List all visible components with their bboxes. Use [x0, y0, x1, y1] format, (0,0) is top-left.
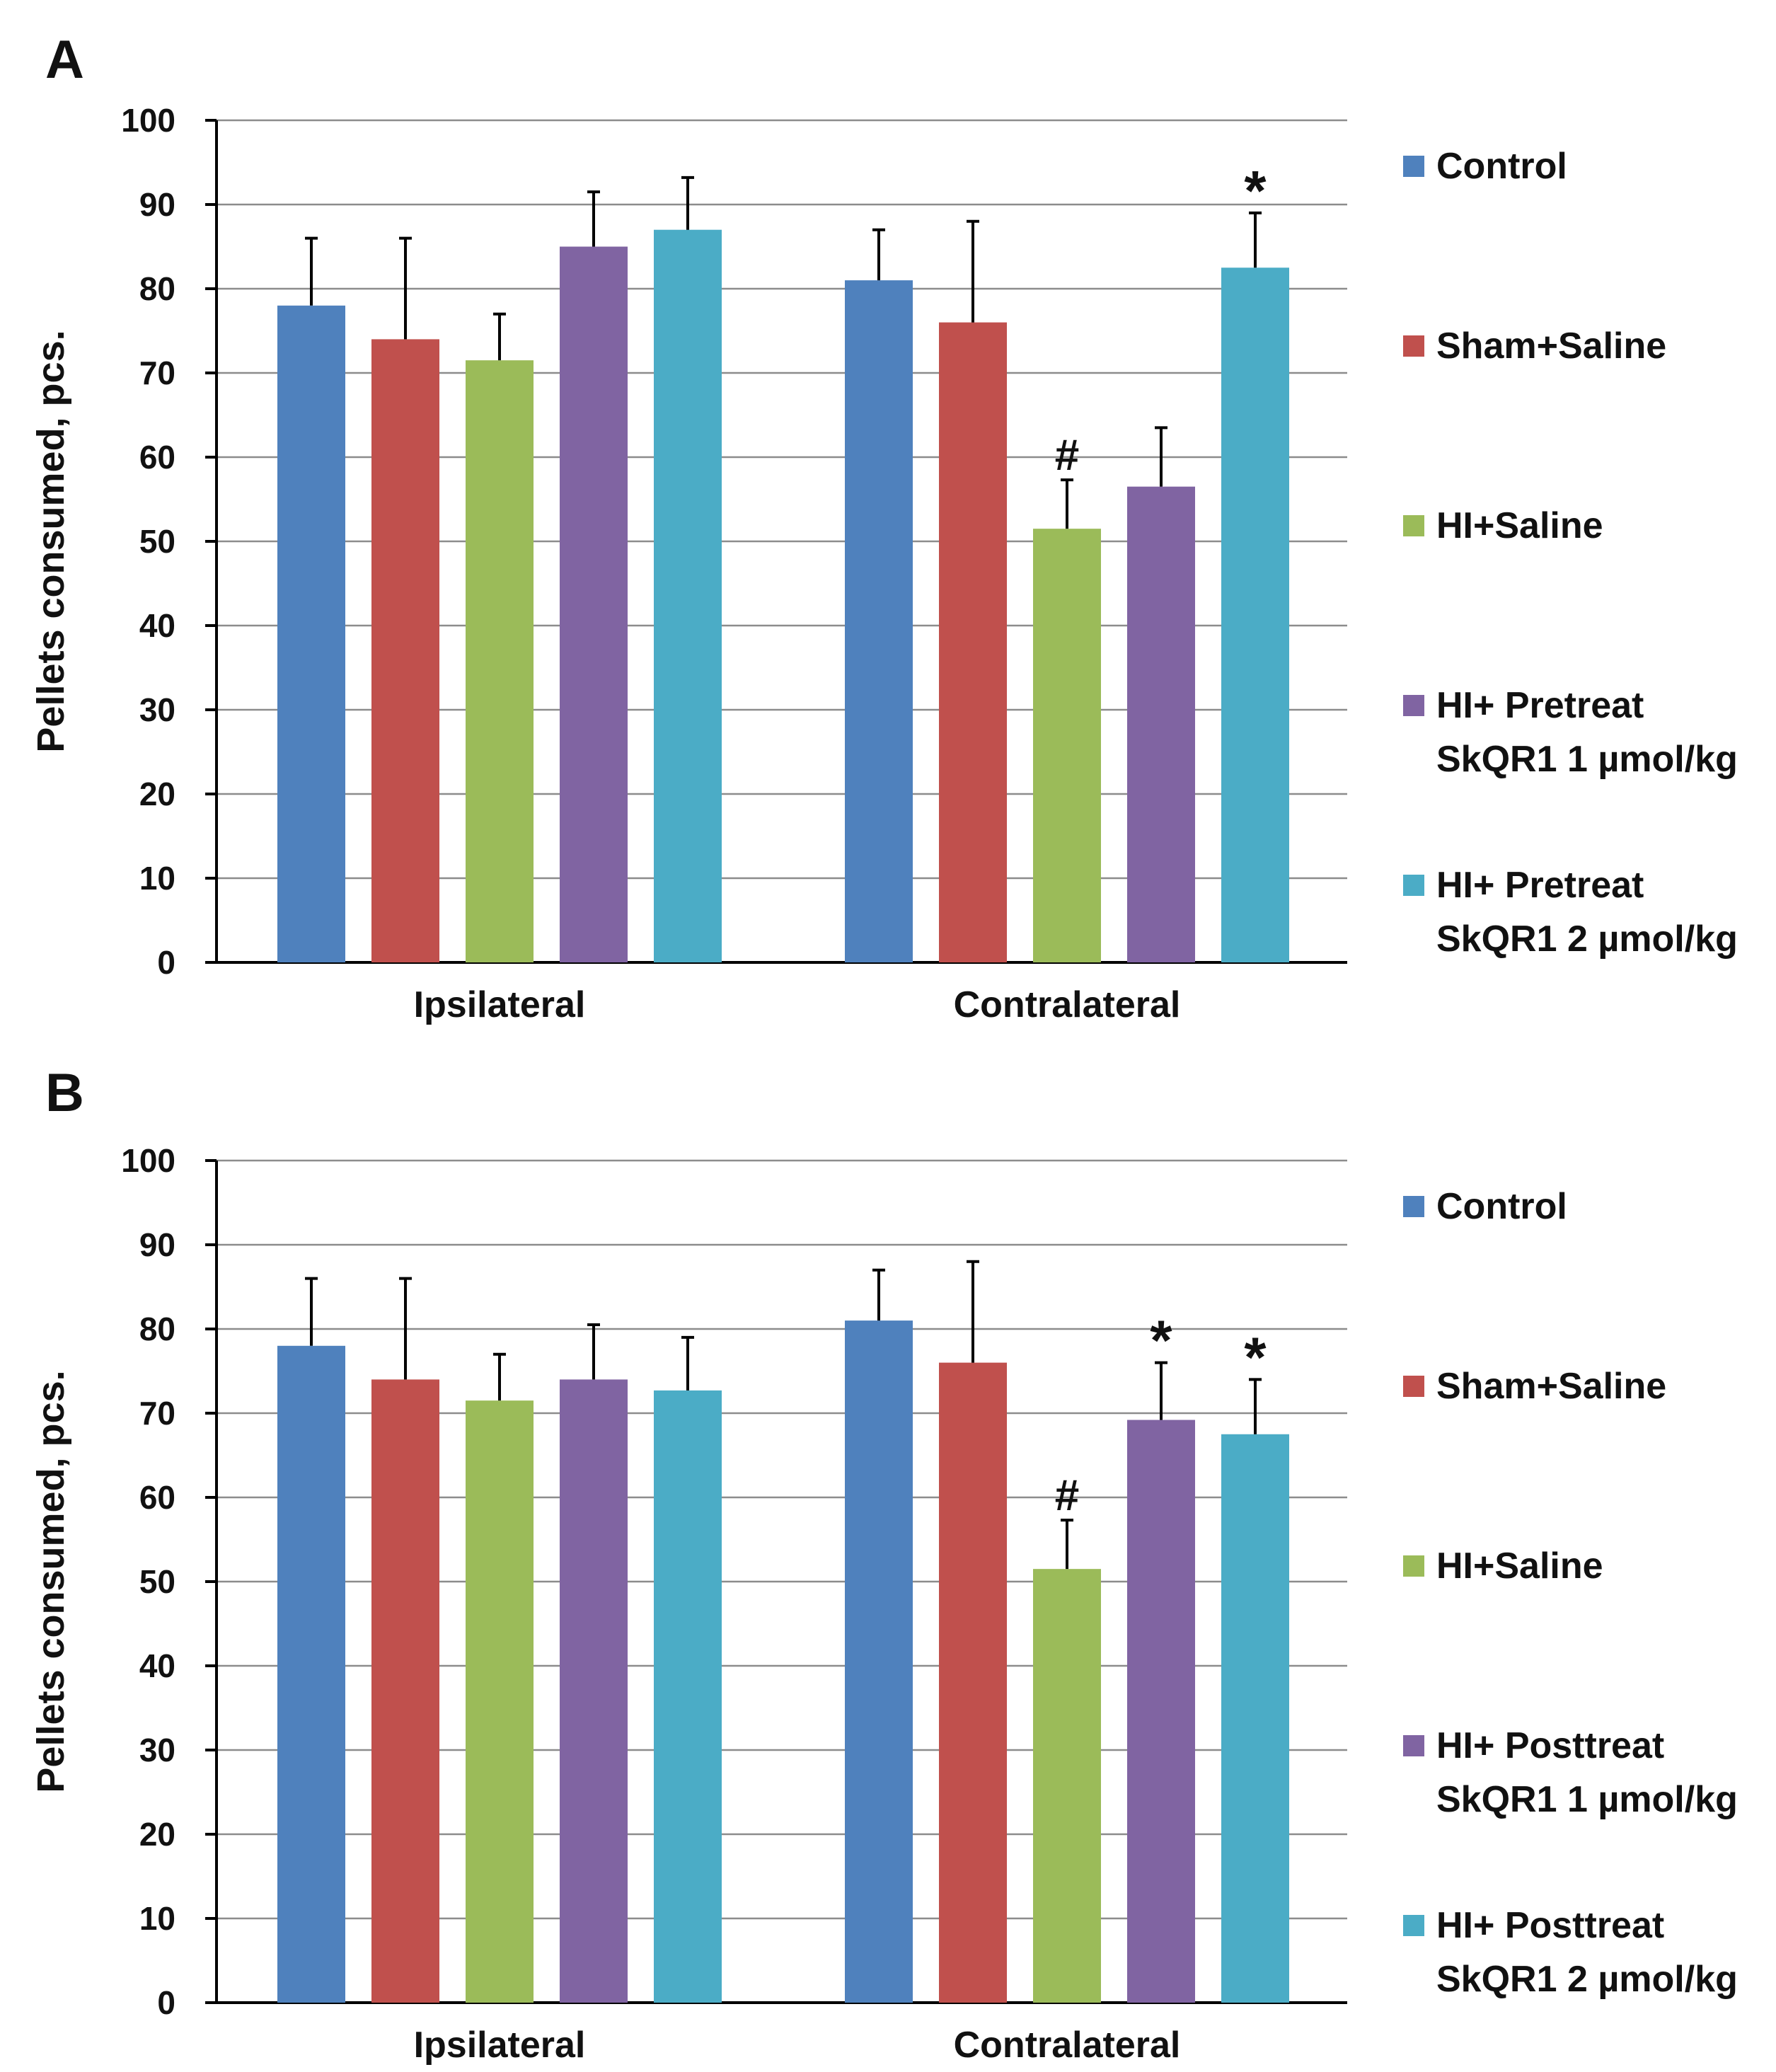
y-tick-label: 60: [139, 439, 175, 476]
x-category-label: Contralateral: [954, 984, 1181, 1025]
legend-swatch: [1403, 1915, 1424, 1936]
y-tick-label: 90: [139, 1226, 175, 1263]
legend-label: HI+Saline: [1436, 505, 1603, 546]
y-axis-label: Pellets consumed, pcs.: [30, 1370, 72, 1792]
bar: [560, 246, 628, 962]
legend-swatch: [1403, 335, 1424, 357]
legend-label: SkQR1 2 µmol/kg: [1436, 919, 1738, 960]
bar: [1033, 529, 1101, 962]
legend-label: HI+ Posttreat: [1436, 1725, 1664, 1766]
x-category-label: Ipsilateral: [414, 984, 586, 1025]
legend-label: HI+ Pretreat: [1436, 685, 1644, 726]
chart-panel-b: B 0 10 20 30 40 50 60 70 80 90 100 Pellets consumed,…: [30, 1063, 1738, 2066]
y-tick-label: 40: [139, 1647, 175, 1684]
significance-mark: #: [1055, 1471, 1079, 1520]
y-tick-label: 90: [139, 186, 175, 223]
y-tick-label: 50: [139, 1563, 175, 1600]
panel-label: A: [45, 30, 84, 90]
y-tick-label: 20: [139, 776, 175, 812]
bar: [277, 305, 345, 962]
y-tick-label: 50: [139, 523, 175, 560]
bar: [1033, 1569, 1101, 2003]
y-tick-label: 10: [139, 860, 175, 897]
panel-label: B: [45, 1063, 84, 1123]
y-tick-label: 0: [157, 1984, 175, 2021]
legend-label: SkQR1 2 µmol/kg: [1436, 1959, 1738, 2000]
bar: [371, 339, 439, 962]
legend-swatch: [1403, 515, 1424, 536]
legend-label: SkQR1 1 µmol/kg: [1436, 739, 1738, 780]
legend-swatch: [1403, 156, 1424, 177]
y-tick-label: 70: [139, 1395, 175, 1432]
y-tick-label: 100: [121, 1142, 175, 1179]
legend-label: Sham+Saline: [1436, 1366, 1666, 1407]
bar: [1127, 1420, 1195, 2003]
bar: [1127, 486, 1195, 962]
legend-swatch: [1403, 875, 1424, 896]
bar: [939, 1362, 1007, 2003]
significance-mark: #: [1055, 431, 1079, 480]
bar: [845, 280, 913, 963]
significance-mark: *: [1244, 1325, 1267, 1388]
y-tick-label: 30: [139, 1732, 175, 1768]
chart-panel-a: A 0 10 20 30 40 50 60 70 80 90 100 Pellets consumed,…: [30, 30, 1738, 1025]
y-tick-label: 70: [139, 355, 175, 391]
y-tick-label: 40: [139, 607, 175, 644]
bar: [466, 1400, 534, 2003]
legend-swatch: [1403, 1555, 1424, 1577]
y-tick-label: 10: [139, 1900, 175, 1937]
y-tick-label: 20: [139, 1816, 175, 1853]
y-tick-label: 100: [121, 102, 175, 139]
x-category-label: Contralateral: [954, 2025, 1181, 2066]
legend-label: HI+Saline: [1436, 1546, 1603, 1587]
bar: [560, 1379, 628, 2003]
bar: [1221, 1434, 1289, 2003]
y-tick-label: 60: [139, 1479, 175, 1516]
legend-swatch: [1403, 1196, 1424, 1217]
legend-swatch: [1403, 1376, 1424, 1397]
bar: [1221, 267, 1289, 962]
significance-mark: *: [1150, 1309, 1172, 1372]
y-tick-label: 80: [139, 1311, 175, 1347]
bar: [371, 1379, 439, 2003]
bar: [845, 1320, 913, 2003]
y-tick-label: 80: [139, 270, 175, 307]
y-axis-label: Pellets consumed, pcs.: [30, 330, 72, 752]
legend-label: HI+ Posttreat: [1436, 1905, 1664, 1946]
legend-label: Control: [1436, 1186, 1567, 1227]
legend-label: Sham+Saline: [1436, 326, 1666, 367]
legend-label: SkQR1 1 µmol/kg: [1436, 1779, 1738, 1820]
legend-label: HI+ Pretreat: [1436, 865, 1644, 906]
x-category-label: Ipsilateral: [414, 2025, 586, 2066]
y-tick-label: 0: [157, 944, 175, 981]
y-tick-label: 30: [139, 691, 175, 728]
bar: [466, 360, 534, 962]
legend-label: Control: [1436, 146, 1567, 187]
bar: [939, 322, 1007, 963]
significance-mark: *: [1244, 159, 1267, 222]
legend-swatch: [1403, 1735, 1424, 1756]
bar: [277, 1345, 345, 2003]
legend-swatch: [1403, 695, 1424, 716]
bar: [654, 1390, 722, 2003]
bar: [654, 229, 722, 963]
